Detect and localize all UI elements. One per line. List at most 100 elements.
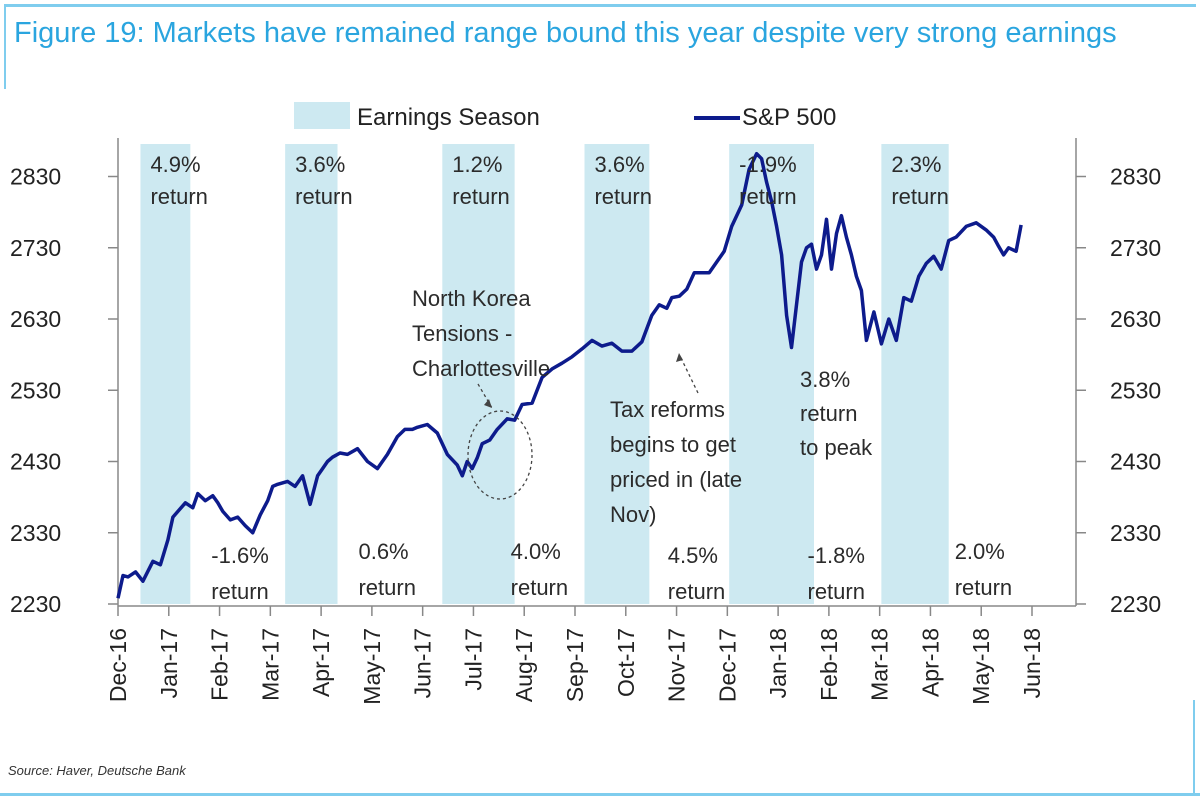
y-tick-label-right: 2630 [1110, 306, 1161, 332]
interseason-return-label: -1.6% return [211, 543, 268, 604]
earnings-season-band [881, 144, 949, 604]
x-tick-label: Aug-17 [511, 628, 537, 702]
legend: Earnings Season S&P 500 [294, 102, 836, 131]
annotations: 4.9% return 3.6% return 1.2% return 3.6% return… [150, 152, 1012, 604]
series-layer [116, 151, 1023, 599]
interseason-return-label: 0.6% return [358, 539, 415, 600]
x-tick-label: Feb-17 [207, 628, 233, 701]
x-tick-label: Apr-18 [917, 628, 943, 697]
interseason-return-label-line: 2.0% [955, 539, 1005, 564]
y-tick-label-right: 2830 [1110, 164, 1161, 190]
x-tick-label: Jun-18 [1019, 628, 1045, 698]
figure-title: Figure 19: Markets have remained range b… [14, 17, 1117, 49]
x-tick-label: Apr-17 [308, 628, 334, 697]
earnings-season-bands [140, 144, 949, 604]
season-return-label: -1.9% return [739, 152, 796, 209]
interseason-return-label-line: 4.5% [668, 543, 718, 568]
peak-return-annotation-line: to peak [800, 435, 873, 460]
tax-reform-arrowhead [676, 353, 683, 362]
season-return-label-line: 4.9% [150, 152, 200, 177]
frame-left-rule [4, 4, 6, 89]
season-return-label-line: 2.3% [891, 152, 941, 177]
legend-swatch-earnings-season [294, 102, 350, 129]
interseason-return-label-line: return [808, 579, 865, 604]
y-tick-label-left: 2330 [10, 520, 61, 546]
y-tick-label-right: 2230 [1110, 591, 1161, 617]
earnings-season-band [729, 144, 814, 604]
season-return-label-line: 3.6% [594, 152, 644, 177]
x-tick-label: Dec-16 [105, 628, 131, 702]
x-tick-label: Jan-18 [765, 628, 791, 698]
peak-return-annotation-line: 3.8% [800, 367, 850, 392]
x-tick-label: Sep-17 [562, 628, 588, 702]
tax-reform-annotation-line: begins to get [610, 432, 736, 457]
interseason-return-label-line: return [358, 575, 415, 600]
y-tick-label-left: 2430 [10, 449, 61, 475]
season-return-label: 2.3% return [891, 152, 948, 209]
season-return-label: 3.6% return [295, 152, 352, 209]
tax-reform-annotation: Tax reforms begins to get priced in (late N… [610, 397, 742, 527]
interseason-return-label-line: return [668, 579, 725, 604]
peak-return-annotation-line: return [800, 401, 857, 426]
interseason-return-label: 4.0% return [511, 539, 568, 600]
x-tick-label: Dec-17 [714, 628, 740, 702]
legend-label-earnings-season: Earnings Season [357, 104, 540, 131]
axes: 2230 2230 2330 2330 2430 2430 2530 2530 2630 2630… [10, 138, 1161, 705]
sp500-line [116, 151, 1023, 599]
north-korea-arrowhead [484, 399, 492, 408]
x-tick-label: Oct-17 [613, 628, 639, 697]
north-korea-annotation-line: North Korea [412, 286, 531, 311]
north-korea-annotation-line: Tensions - [412, 321, 512, 346]
interseason-return-label: 4.5% return [668, 543, 725, 604]
frame-bottom-rule [0, 793, 1200, 796]
x-tick-label: Jul-17 [460, 628, 486, 691]
tax-reform-annotation-line: Nov) [610, 502, 656, 527]
north-korea-arrow [477, 383, 493, 409]
y-tick-label-right: 2730 [1110, 235, 1161, 261]
earnings-season-band [285, 144, 338, 604]
interseason-return-label-line: 4.0% [511, 539, 561, 564]
season-return-label-line: return [452, 184, 509, 209]
interseason-return-label-line: return [211, 579, 268, 604]
earnings-season-band [584, 144, 650, 604]
dashed-highlight-circle [467, 410, 533, 500]
season-return-label-line: return [295, 184, 352, 209]
source-note: Source: Haver, Deutsche Bank [8, 763, 186, 778]
x-tick-label: Mar-17 [257, 628, 283, 701]
x-tick-label: Mar-18 [867, 628, 893, 701]
season-return-label-line: return [594, 184, 651, 209]
season-return-label: 4.9% return [150, 152, 207, 209]
interseason-return-label-line: 0.6% [358, 539, 408, 564]
peak-return-annotation: 3.8% return to peak [800, 367, 873, 460]
frame-top-rule [4, 4, 1196, 7]
interseason-return-label-line: return [955, 575, 1012, 600]
season-return-label-line: return [150, 184, 207, 209]
interseason-return-label-line: -1.8% [808, 543, 865, 568]
interseason-return-label-line: return [511, 575, 568, 600]
frame-right-rule [1193, 700, 1195, 795]
interseason-return-label-line: -1.6% [211, 543, 268, 568]
x-tick-label: May-17 [359, 628, 385, 705]
y-tick-label-left: 2530 [10, 377, 61, 403]
season-return-label: 3.6% return [594, 152, 651, 209]
interseason-return-label: 2.0% return [955, 539, 1012, 600]
tax-reform-annotation-line: Tax reforms [610, 397, 725, 422]
x-tick-label: Jun-17 [410, 628, 436, 698]
y-tick-label-right: 2530 [1110, 377, 1161, 403]
legend-label-sp500: S&P 500 [742, 104, 836, 131]
season-return-label-line: -1.9% [739, 152, 796, 177]
y-tick-label-left: 2630 [10, 306, 61, 332]
tax-reform-arrow [679, 355, 699, 394]
y-tick-label-left: 2730 [10, 235, 61, 261]
interseason-return-label: -1.8% return [808, 543, 865, 604]
north-korea-annotation-line: Charlottesville [412, 356, 550, 381]
season-return-label: 1.2% return [452, 152, 509, 209]
earnings-season-band [140, 144, 191, 604]
earnings-season-band [442, 144, 515, 604]
tax-reform-annotation-line: priced in (late [610, 467, 742, 492]
season-return-label-line: 3.6% [295, 152, 345, 177]
x-tick-label: May-18 [968, 628, 994, 705]
x-tick-label: Feb-18 [816, 628, 842, 701]
season-return-label-line: 1.2% [452, 152, 502, 177]
